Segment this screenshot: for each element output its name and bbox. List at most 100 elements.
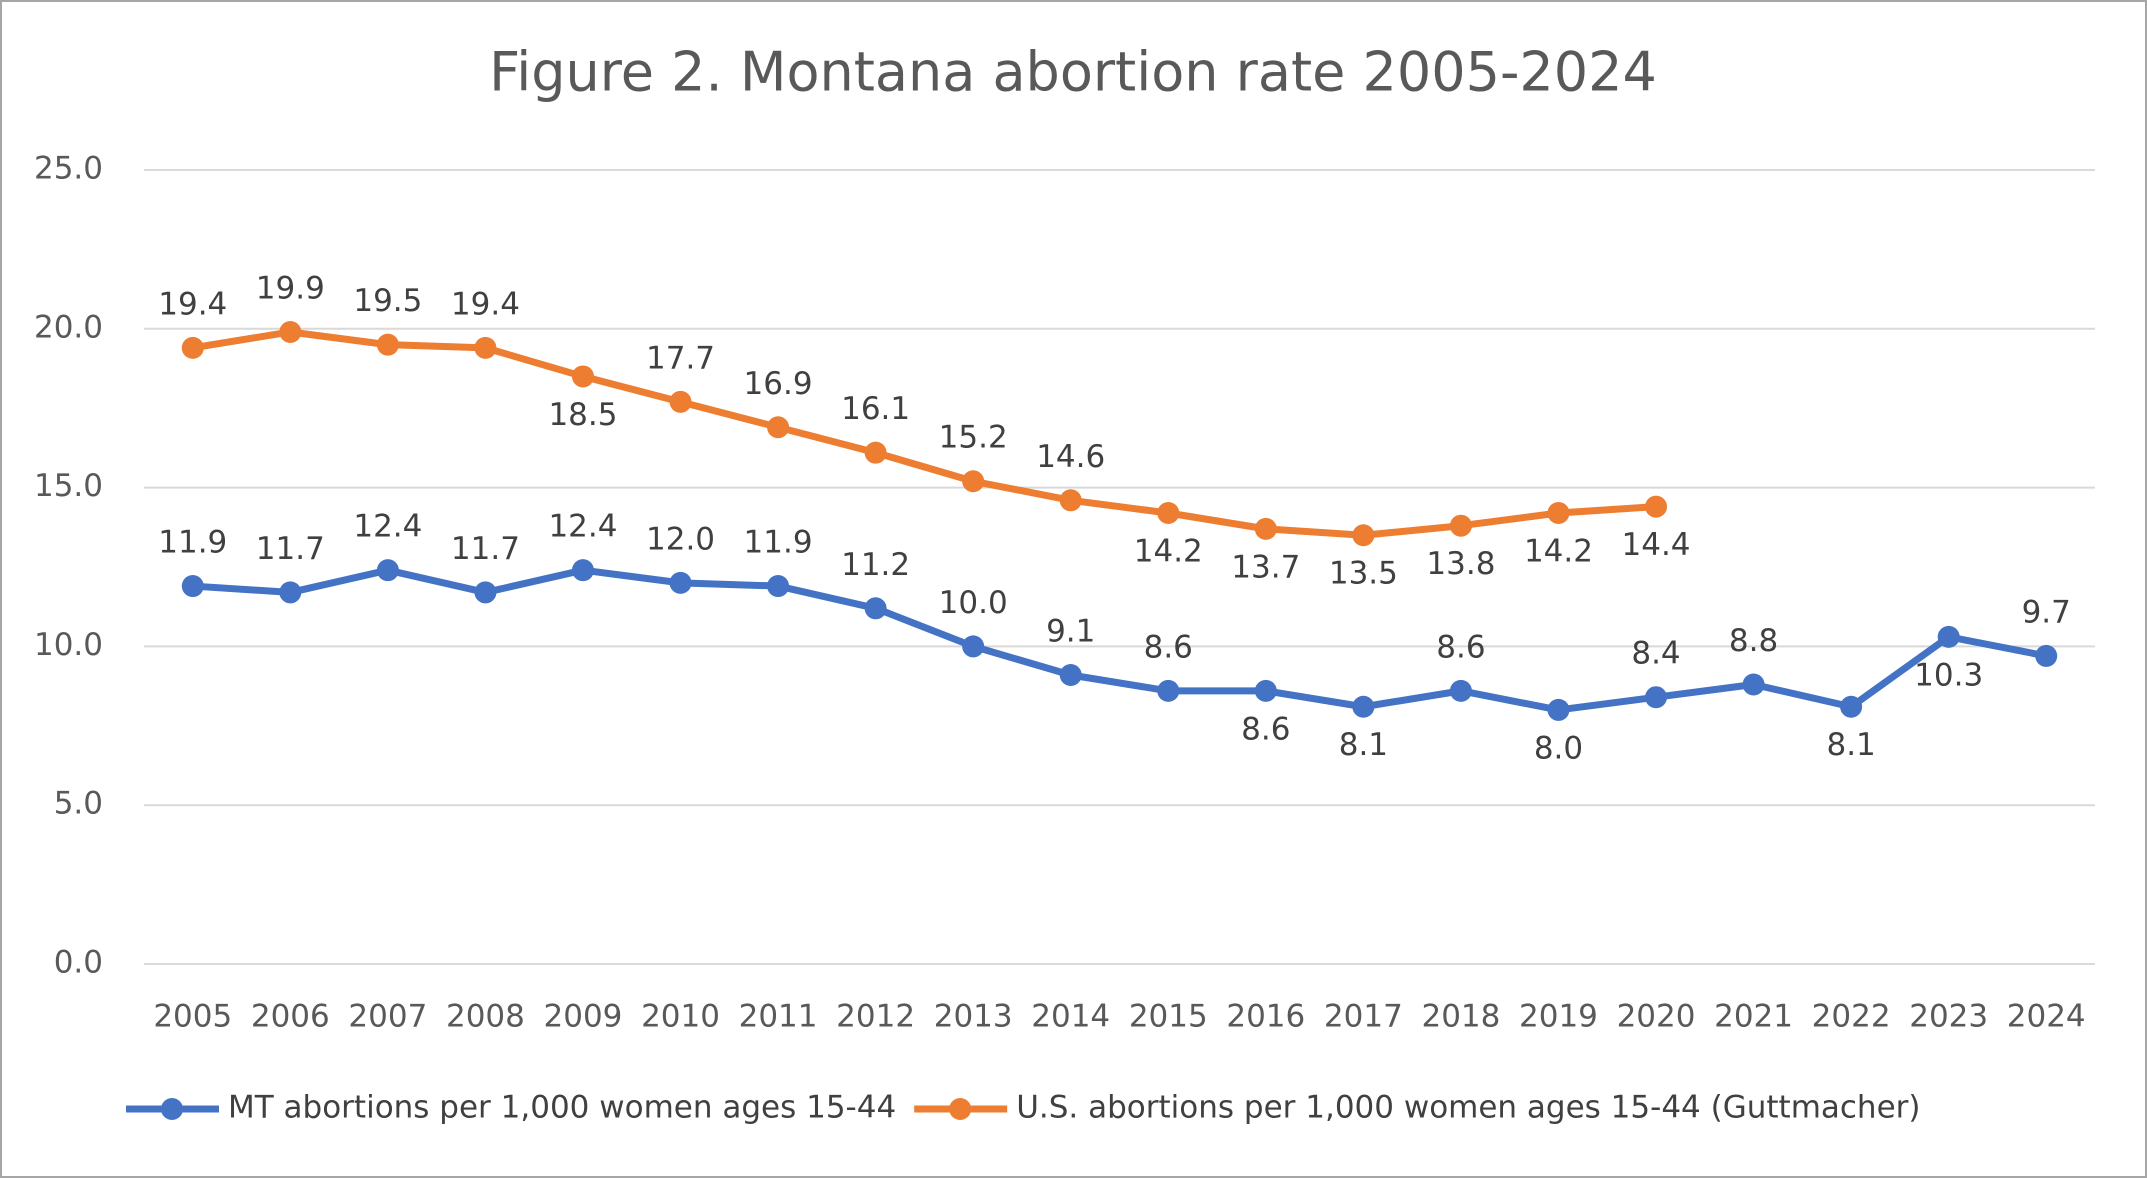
data-label: 9.7: [2022, 594, 2071, 630]
marker: [864, 441, 887, 464]
data-label: 12.4: [548, 509, 617, 545]
marker: [1157, 502, 1180, 525]
x-tick-label: 2023: [1909, 999, 1988, 1035]
x-tick-label: 2009: [544, 999, 623, 1035]
marker: [571, 559, 594, 582]
x-tick-label: 2017: [1324, 999, 1403, 1035]
data-label: 13.5: [1329, 556, 1398, 592]
data-label: 8.6: [1241, 711, 1290, 747]
x-tick-label: 2022: [1812, 999, 1891, 1035]
data-label: 10.3: [1914, 657, 1983, 693]
data-label: 8.8: [1729, 623, 1778, 659]
data-label: 10.0: [939, 585, 1008, 621]
data-label: 16.1: [841, 391, 910, 427]
marker: [1937, 625, 1960, 648]
marker: [376, 333, 399, 356]
marker: [1449, 514, 1472, 537]
data-label: 8.6: [1144, 629, 1193, 665]
marker: [767, 575, 790, 598]
x-tick-label: 2006: [251, 999, 330, 1035]
x-tick-label: 2010: [641, 999, 720, 1035]
marker: [1742, 673, 1765, 696]
data-label: 14.2: [1134, 534, 1203, 570]
y-tick-label: 15.0: [34, 468, 103, 504]
y-tick-label: 10.0: [34, 627, 103, 663]
marker: [669, 571, 692, 594]
marker: [279, 320, 302, 343]
series-line: [192, 566, 2047, 714]
y-tick-label: 0.0: [54, 945, 103, 981]
marker: [1254, 517, 1277, 540]
data-label: 16.9: [744, 366, 813, 402]
data-label: 11.7: [256, 531, 325, 567]
data-label: 14.6: [1036, 439, 1105, 475]
x-tick-label: 2007: [348, 999, 427, 1035]
data-label: 8.4: [1631, 636, 1680, 672]
legend-label: U.S. abortions per 1,000 women ages 15-4…: [1016, 1090, 1920, 1126]
data-label: 8.0: [1534, 730, 1583, 766]
marker: [571, 365, 594, 388]
data-label: 13.7: [1231, 549, 1300, 585]
x-tick-label: 2011: [739, 999, 818, 1035]
data-label: 8.6: [1436, 629, 1485, 665]
data-label: 11.7: [451, 531, 520, 567]
x-tick-label: 2018: [1421, 999, 1500, 1035]
x-tick-label: 2021: [1714, 999, 1793, 1035]
data-label: 17.7: [646, 340, 715, 376]
data-label: 11.9: [744, 525, 813, 561]
marker: [279, 581, 302, 604]
x-tick-label: 2019: [1519, 999, 1598, 1035]
data-label: 14.4: [1622, 527, 1691, 563]
marker: [181, 336, 204, 359]
marker: [1840, 695, 1863, 718]
data-label: 12.0: [646, 521, 715, 557]
marker: [1352, 524, 1375, 547]
data-label: 19.4: [451, 286, 520, 322]
legend-label: MT abortions per 1,000 women ages 15-44: [228, 1090, 896, 1126]
legend-marker: [161, 1098, 183, 1120]
x-tick-label: 2020: [1617, 999, 1696, 1035]
data-label: 18.5: [548, 397, 617, 433]
marker: [864, 597, 887, 620]
marker: [474, 581, 497, 604]
x-tick-label: 2012: [836, 999, 915, 1035]
x-tick-label: 2024: [2007, 999, 2086, 1035]
y-tick-label: 20.0: [34, 309, 103, 345]
marker: [1059, 663, 1082, 686]
marker: [1547, 502, 1570, 525]
data-label: 14.2: [1524, 534, 1593, 570]
marker: [1059, 489, 1082, 512]
x-tick-label: 2015: [1129, 999, 1208, 1035]
marker: [767, 416, 790, 439]
marker: [1254, 679, 1277, 702]
marker: [1449, 679, 1472, 702]
x-tick-label: 2013: [934, 999, 1013, 1035]
marker: [1547, 698, 1570, 721]
x-tick-label: 2016: [1226, 999, 1305, 1035]
data-label: 8.1: [1826, 727, 1875, 763]
marker: [181, 575, 204, 598]
marker: [2035, 644, 2058, 667]
marker: [962, 470, 985, 493]
marker: [376, 559, 399, 582]
marker: [474, 336, 497, 359]
x-tick-label: 2005: [153, 999, 232, 1035]
marker: [1157, 679, 1180, 702]
data-label: 19.4: [158, 286, 227, 322]
x-tick-label: 2008: [446, 999, 525, 1035]
data-label: 19.5: [353, 283, 422, 319]
y-tick-label: 5.0: [54, 786, 103, 822]
marker: [1645, 495, 1668, 518]
legend-marker: [949, 1098, 972, 1120]
y-tick-label: 25.0: [34, 151, 103, 187]
chart-title: Figure 2. Montana abortion rate 2005-202…: [489, 41, 1657, 104]
marker: [962, 635, 985, 658]
data-label: 9.1: [1046, 613, 1095, 649]
data-label: 13.8: [1426, 546, 1495, 582]
series-line: [192, 328, 1657, 539]
x-tick-label: 2014: [1031, 999, 1110, 1035]
data-label: 12.4: [353, 509, 422, 545]
marker: [1352, 695, 1375, 718]
